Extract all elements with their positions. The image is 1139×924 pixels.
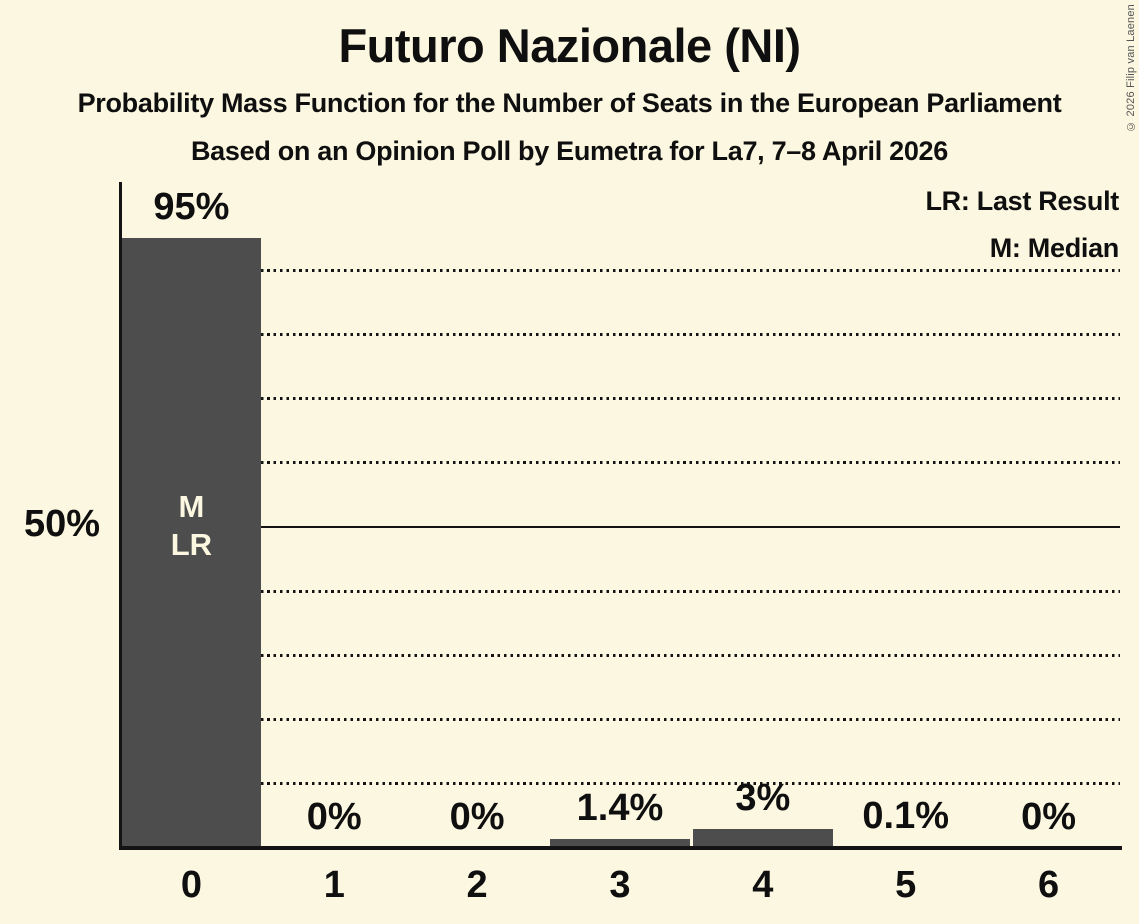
gridline-dotted-20	[120, 718, 1120, 722]
x-tick-label-6: 6	[1037, 864, 1060, 906]
bar-seats-4	[692, 828, 833, 848]
chart-source-subtitle: Based on an Opinion Poll by Eumetra for …	[190, 136, 948, 166]
chart-title: Futuro Nazionale (NI)	[338, 19, 801, 72]
bar-value-label-2: 0%	[449, 796, 505, 838]
bar-seats-3	[550, 839, 690, 848]
bar-value-label-5: 0.1%	[862, 795, 950, 838]
chart-subtitle: Probability Mass Function for the Number…	[77, 88, 1062, 118]
gridline-dotted-80	[120, 332, 1120, 336]
median-last-result-annotation: M LR	[120, 488, 263, 564]
gridline-dotted-70	[120, 397, 1120, 401]
gridline-dotted-10	[120, 782, 1120, 786]
bar-value-label-6: 0%	[1021, 796, 1077, 838]
y-axis-50-percent-label: 50%	[23, 503, 100, 545]
gridline-dotted-60	[120, 461, 1120, 465]
gridline-solid-50	[120, 525, 1120, 529]
annotation-line-m: M	[178, 489, 205, 524]
x-tick-label-2: 2	[466, 864, 488, 906]
x-tick-label-5: 5	[895, 864, 917, 906]
gridline-dotted-90	[120, 268, 1120, 272]
bar-seats-0	[121, 238, 262, 848]
x-tick-label-1: 1	[323, 864, 345, 906]
bar-value-label-1: 0%	[306, 796, 362, 838]
x-axis-line	[119, 846, 1122, 850]
y-axis-line	[119, 182, 122, 850]
x-tick-label-3: 3	[609, 864, 631, 906]
bar-value-label-0: 95%	[153, 186, 230, 228]
bar-value-label-4: 3%	[735, 776, 791, 819]
bar-value-label-3: 1.4%	[576, 787, 664, 830]
legend-median: M: Median	[989, 233, 1120, 263]
x-tick-label-0: 0	[180, 864, 202, 906]
legend-last-result: LR: Last Result	[925, 186, 1119, 216]
annotation-line-lr: LR	[170, 527, 213, 563]
gridline-dotted-30	[120, 653, 1120, 657]
gridline-dotted-40	[120, 589, 1120, 593]
x-tick-label-4: 4	[752, 864, 774, 906]
